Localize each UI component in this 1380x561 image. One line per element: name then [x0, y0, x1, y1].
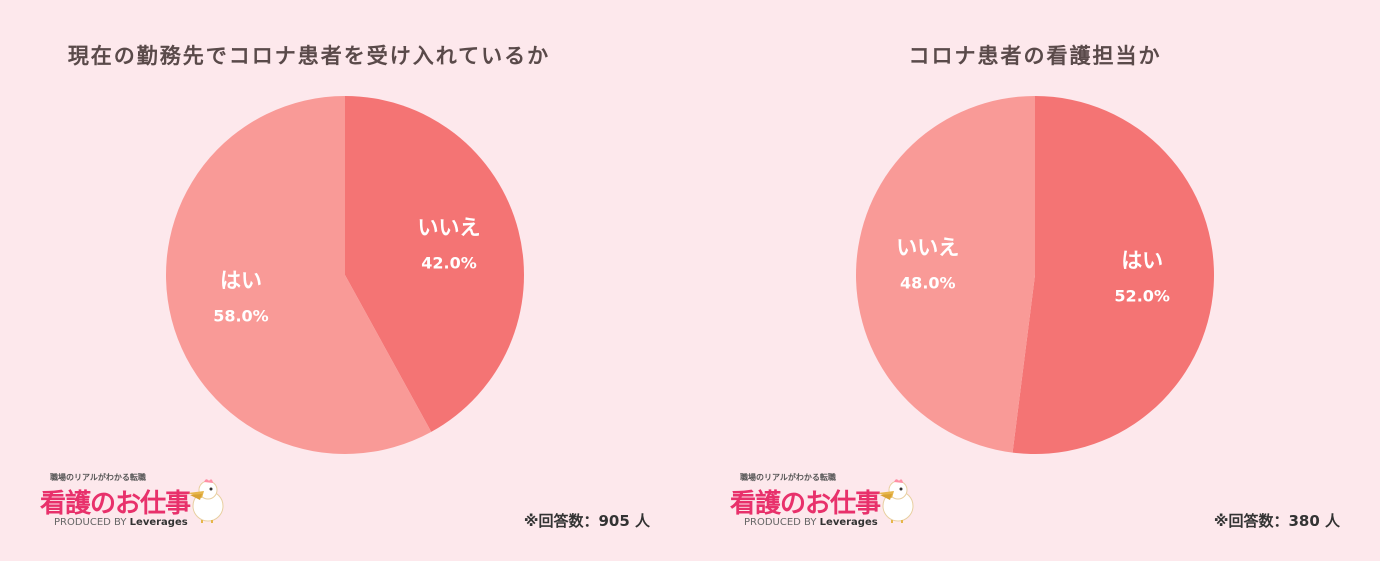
logo-produced-by: PRODUCED BY Leverages [744, 517, 878, 528]
brand-logo: 職場のリアルがわかる転職 看護のお仕事 PRODUCED BY Leverage… [40, 472, 230, 534]
respondent-count: ※回答数：905 人 [523, 512, 650, 530]
pie-slice [345, 96, 524, 432]
bird-mascot-icon [188, 479, 224, 523]
chart-title: 現在の勤務先でコロナ患者を受け入れているか [67, 44, 551, 68]
pie-slice-value: 42.0% [421, 253, 477, 272]
chart-panel-left: 現在の勤務先でコロナ患者を受け入れているか いいえ 42.0% はい 58.0% 職場… [40, 44, 650, 534]
chart-title: コロナ患者の看護担当か [908, 44, 1162, 68]
pie-slice [1012, 96, 1215, 454]
logo-name: 看護のお仕事 [730, 489, 881, 519]
pie-slice-value: 48.0% [900, 273, 956, 292]
logo-produced-by: PRODUCED BY Leverages [54, 517, 188, 528]
logo-produced-brand: Leverages [129, 517, 188, 528]
bird-mascot-icon [878, 479, 914, 523]
pie-slice [165, 96, 432, 454]
pie-slice [856, 96, 1035, 453]
pie-chart: はい 52.0% いいえ 48.0% [856, 96, 1215, 454]
logo-tagline: 職場のリアルがわかる転職 [50, 473, 146, 482]
pie-slice-value: 58.0% [213, 307, 269, 326]
logo-name: 看護のお仕事 [40, 489, 191, 519]
pie-slice-value: 52.0% [1114, 287, 1170, 306]
respondent-count: ※回答数：380 人 [1213, 512, 1340, 530]
brand-logo: 職場のリアルがわかる転職 看護のお仕事 PRODUCED BY Leverage… [730, 472, 920, 534]
pie-slice-label: はい [220, 269, 262, 293]
pie-chart: いいえ 42.0% はい 58.0% [165, 96, 524, 454]
pie-slice-label: はい [1121, 249, 1163, 273]
logo-produced-prefix: PRODUCED BY [744, 517, 817, 528]
pie-slice-label: いいえ [418, 215, 481, 239]
chart-panel-right: コロナ患者の看護担当か はい 52.0% いいえ 48.0% 職場のリアルがわかる転職… [690, 0, 1380, 561]
logo-tagline: 職場のリアルがわかる転職 [740, 473, 836, 482]
logo-produced-brand: Leverages [819, 517, 878, 528]
pie-slice-label: いいえ [896, 235, 959, 259]
logo-produced-prefix: PRODUCED BY [54, 517, 127, 528]
